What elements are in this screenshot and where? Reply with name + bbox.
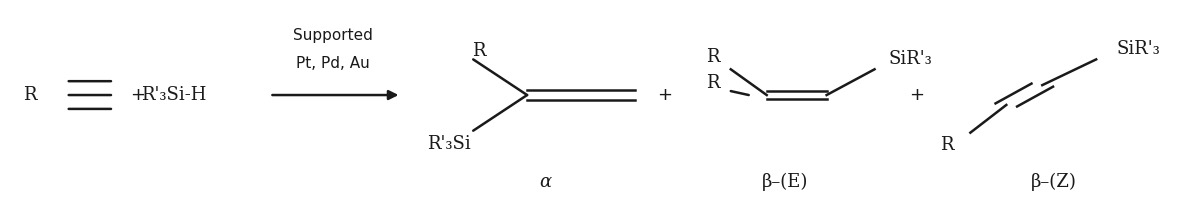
- Text: +: +: [131, 86, 145, 104]
- Text: SiR'₃: SiR'₃: [889, 50, 932, 68]
- Text: R: R: [472, 43, 486, 60]
- Text: R: R: [939, 136, 954, 153]
- Text: R'₃Si: R'₃Si: [428, 135, 471, 152]
- Text: SiR'₃: SiR'₃: [1117, 41, 1160, 58]
- Text: Supported: Supported: [294, 28, 373, 43]
- Text: β–(E): β–(E): [762, 173, 807, 191]
- Text: +: +: [909, 86, 924, 104]
- Text: R: R: [706, 49, 720, 66]
- Text: R'₃Si-H: R'₃Si-H: [141, 86, 206, 104]
- Text: α: α: [539, 173, 551, 191]
- Text: R: R: [706, 74, 720, 92]
- Text: Pt, Pd, Au: Pt, Pd, Au: [296, 56, 370, 71]
- Text: β–(Z): β–(Z): [1031, 173, 1077, 191]
- Text: +: +: [658, 86, 672, 104]
- Text: R: R: [23, 86, 37, 104]
